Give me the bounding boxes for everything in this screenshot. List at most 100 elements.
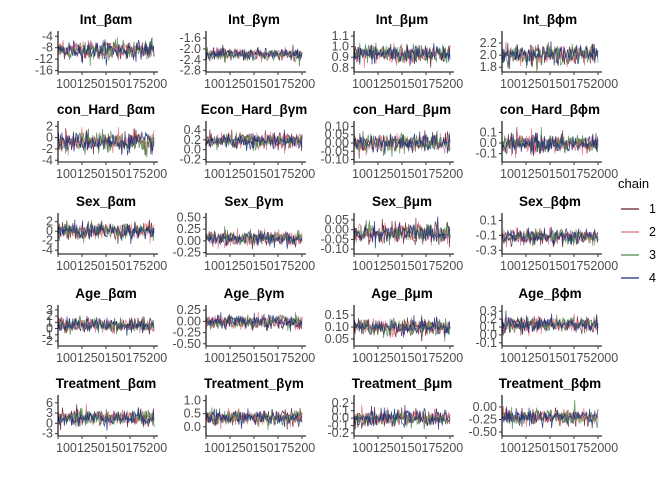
trace-chain-4: [205, 129, 303, 151]
trace-chain-3: [353, 409, 451, 430]
y-tick-label: -8: [42, 41, 53, 55]
y-tick-label: 0.4: [184, 123, 201, 137]
y-tick-label: 0.0: [184, 420, 201, 434]
trace-chain-4: [57, 219, 155, 245]
y-tick-label: 2: [46, 215, 53, 229]
y-tick-label: -0.1: [475, 228, 497, 242]
y-tick-label: 0.0: [184, 143, 201, 157]
trace-chain-4: [501, 227, 599, 246]
y-tick-label: 0.2: [184, 133, 201, 147]
x-tick-labels: 10012501501752000: [500, 167, 618, 181]
y-tick-label: 0.50: [177, 210, 201, 224]
trace-chain-4: [501, 132, 599, 155]
panel-title: Sex_βμm: [372, 194, 432, 209]
y-tick-label: 0.00: [325, 136, 349, 150]
y-tick-label: 1.0: [184, 394, 201, 408]
panel-title: Int_βγm: [228, 12, 280, 27]
y-tick-label: 2: [46, 119, 53, 133]
y-tick-label: -12: [35, 52, 53, 66]
y-tick-label: -2.8: [179, 64, 201, 78]
y-tick-label: 0.1: [480, 125, 497, 139]
x-tick-labels: 1001250150175200: [352, 167, 463, 181]
panel-title: Int_βαm: [80, 12, 133, 27]
trace-chain-4: [205, 312, 303, 332]
trace-chain-3: [501, 41, 599, 72]
panel-title: con_Hard_βαm: [57, 102, 155, 117]
trace-chain-4: [353, 216, 451, 249]
y-tick-label: 0.0: [480, 136, 497, 150]
y-tick-label: -0.2: [327, 426, 349, 440]
panel-title: Sex_βγm: [224, 194, 283, 209]
y-tick-label: 0.1: [480, 320, 497, 334]
y-tick-label: -4: [42, 153, 53, 167]
y-tick-label: 1.8: [480, 60, 497, 74]
y-tick-label: 0: [46, 131, 53, 145]
y-tick-label: 0.25: [177, 303, 201, 317]
y-tick-label: 0.05: [325, 213, 349, 227]
y-tick-label: 0.0: [332, 411, 349, 425]
y-tick-label: 0.2: [332, 396, 349, 410]
trace-chain-4: [501, 407, 599, 429]
y-tick-label: -0.10: [321, 153, 350, 167]
y-tick-label: -0.10: [321, 242, 350, 256]
trace-chain-4: [57, 407, 155, 431]
trace-chain-4: [57, 39, 155, 66]
trace-chain-1: [501, 314, 599, 336]
trace-chain-4: [205, 408, 303, 429]
y-tick-label: 1.1: [332, 29, 349, 43]
y-tick-label: 0.05: [325, 332, 349, 346]
y-tick-label: -0.05: [321, 144, 350, 158]
y-tick-label: 0.10: [325, 320, 349, 334]
x-tick-labels: 1001250150175200: [352, 77, 463, 91]
panel-title: Treatment_βγm: [204, 376, 304, 391]
panel-title: Treatment_βμm: [352, 376, 453, 391]
x-tick-labels: 1001250150175200: [204, 77, 315, 91]
x-tick-labels: 1001250150175200: [352, 351, 463, 365]
x-tick-labels: 1001250150175200: [352, 441, 463, 455]
y-tick-label: -3: [42, 427, 53, 441]
x-tick-labels: 1001250150175200: [56, 259, 167, 273]
legend-label: 4: [649, 271, 656, 285]
x-tick-labels: 1001250150175200: [204, 351, 315, 365]
y-tick-label: -16: [35, 64, 53, 78]
y-tick-label: 2.2: [480, 36, 497, 50]
x-tick-labels: 1001250150175200: [352, 259, 463, 273]
y-tick-label: 0.8: [332, 61, 349, 75]
y-tick-label: 2: [46, 309, 53, 323]
y-tick-label: -0.05: [321, 232, 350, 246]
trace-chain-4: [353, 131, 451, 155]
panel-title: Age_βμm: [371, 286, 433, 301]
panel-title: Age_βαm: [75, 286, 137, 301]
x-tick-labels: 1001250150175200: [56, 351, 167, 365]
x-tick-labels: 1001250150175200: [56, 77, 167, 91]
y-tick-label: 0.05: [325, 128, 349, 142]
y-tick-label: -0.50: [173, 337, 202, 351]
y-tick-label: -2.0: [179, 42, 201, 56]
y-tick-label: -4: [42, 29, 53, 43]
x-tick-labels: 1001250150175200: [204, 167, 315, 181]
y-tick-label: 0.0: [480, 328, 497, 342]
panel-title: Sex_βαm: [76, 194, 136, 209]
panel: Treatment_βϕm0.00-0.25-0.501001250150175…: [469, 376, 619, 455]
x-tick-labels: 10012501501752000: [500, 77, 618, 91]
legend-label: 1: [649, 202, 656, 216]
y-tick-label: 6: [46, 396, 53, 410]
y-tick-label: 0.2: [480, 312, 497, 326]
trace-chain-3: [353, 130, 451, 157]
y-tick-label: 0.1: [332, 404, 349, 418]
y-tick-label: 0.00: [177, 234, 201, 248]
panel: Econ_Hard_βγm0.40.20.0-0.210012501501752…: [179, 102, 315, 181]
y-tick-label: -0.2: [179, 153, 201, 167]
legend: chain 1 2 3 4: [618, 176, 656, 285]
trace-chain-4: [57, 131, 155, 156]
y-tick-label: -1.6: [179, 31, 201, 45]
y-tick-label: 0.1: [480, 213, 497, 227]
y-tick-label: -0.1: [327, 419, 349, 433]
y-tick-label: 0.10: [325, 119, 349, 133]
